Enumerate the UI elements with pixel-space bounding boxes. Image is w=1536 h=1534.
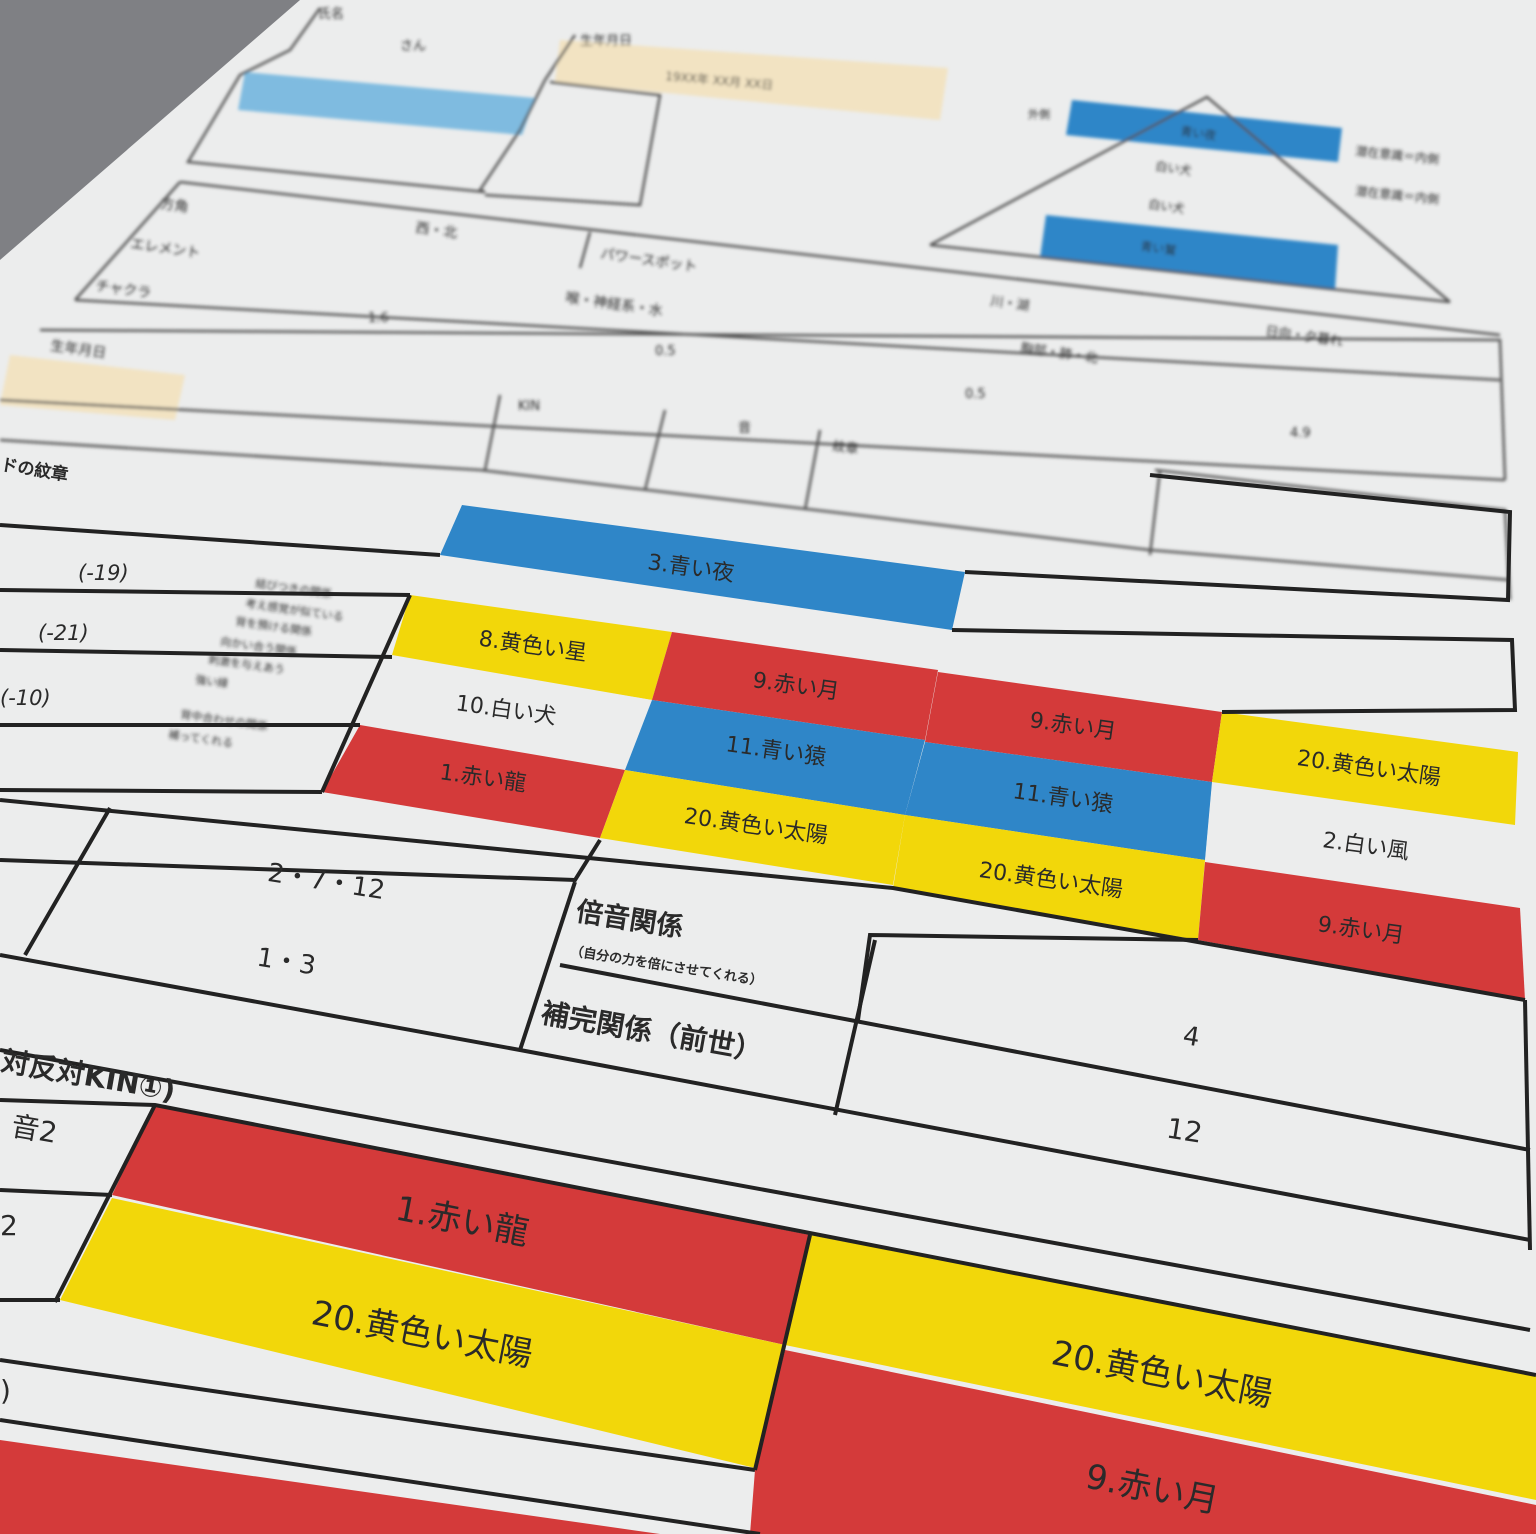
complement-value: 12: [1164, 1112, 1204, 1150]
name-value: さん: [400, 39, 426, 54]
bottom-cell-2: [60, 1198, 785, 1468]
cell-12: [1198, 862, 1525, 1000]
glyph-label: 紋章: [831, 438, 859, 457]
pyramid-blue-bottom: [1040, 215, 1338, 290]
birth-label: 生年月日: [49, 338, 107, 362]
cell-8: [905, 742, 1212, 860]
bottom-tone-label: 音2: [9, 1109, 60, 1149]
direction-label: 方角: [159, 196, 189, 216]
pyramid-row-2: 白い犬: [1155, 158, 1193, 178]
pyramid-left-label: 外側: [1028, 108, 1050, 121]
pyramid-row-4: 青い鷲: [1140, 239, 1178, 258]
cell-10: [1205, 785, 1520, 905]
bottom-cell-3: [785, 1235, 1536, 1500]
bottom-row2-label: 2: [0, 1209, 18, 1242]
value-4: 4.9: [1290, 426, 1311, 441]
cell-main: [440, 505, 965, 630]
value-3: 0.5: [965, 387, 986, 402]
cell-11: [893, 815, 1205, 940]
name-label: 氏名: [318, 6, 344, 22]
relation-desc: 強い縁: [195, 672, 230, 690]
cell-3: [360, 657, 652, 770]
cell-9: [1212, 712, 1518, 825]
cell-4: [625, 700, 925, 815]
bottom-cell-1: [112, 1105, 810, 1345]
tone-label: 音: [738, 420, 751, 436]
bottom-cell-4: [750, 1350, 1536, 1534]
relation-offset-2: (-21): [38, 621, 89, 645]
bottom-row3-label: ): [0, 1374, 11, 1407]
relation-offset-1: (-19): [78, 561, 129, 585]
relation-offset-3: (-10): [0, 686, 51, 710]
chakra-label: チャクラ: [94, 278, 152, 302]
cell-2: [652, 632, 938, 740]
value-2: 0.5: [655, 344, 676, 359]
birth-label-top: 生年月日: [580, 34, 632, 49]
pyramid-row-3: 白い犬: [1148, 196, 1186, 216]
cell-6: [322, 725, 625, 838]
pyramid-row-1: 青い夜: [1180, 123, 1218, 143]
overtone-value: 4: [1181, 1021, 1202, 1053]
misc-1: 川・湖: [989, 294, 1030, 314]
bottom-cell-left-red: [0, 1440, 660, 1534]
paper-shadow: [0, 0, 300, 260]
beige-block: [555, 40, 948, 120]
kin-grid: 3.青い夜 8.黄色い星 9.赤い月 10.白い犬 11.青い猿 9.赤い月 1…: [0, 473, 1532, 1332]
value-1: 1.6: [368, 311, 389, 326]
beige-birth-block: [0, 355, 185, 420]
cell-1: [392, 595, 672, 700]
direction-value: 西・北: [414, 220, 458, 242]
cell-7: [600, 770, 905, 885]
kin-label: KIN: [518, 399, 540, 414]
light-blue-block: [238, 72, 535, 135]
pyramid-blue-top: [1066, 100, 1342, 162]
cell-5: [925, 672, 1222, 782]
